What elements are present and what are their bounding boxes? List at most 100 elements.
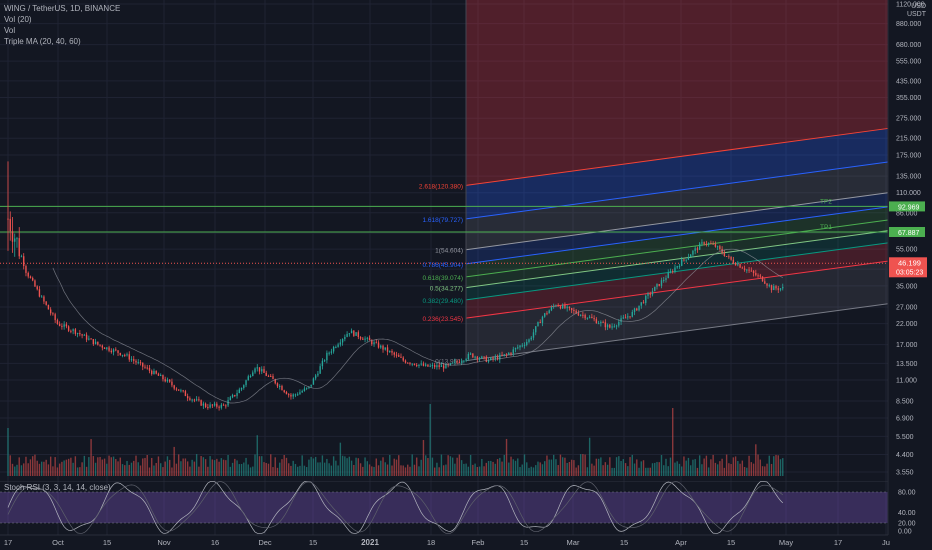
- volume-bar: [258, 456, 261, 476]
- volume-bar: [407, 464, 409, 476]
- stoch-rsi-label[interactable]: Stoch RSI (3, 3, 14, 14, close): [4, 483, 111, 492]
- volume-bar: [139, 465, 142, 476]
- candle-body: [364, 338, 366, 340]
- time-axis-label: 15: [620, 538, 628, 547]
- volume-bar: [755, 444, 757, 476]
- volume-bar: [577, 465, 580, 476]
- volume-bar: [256, 435, 258, 476]
- pane-separator: [0, 481, 888, 482]
- volume-bar: [631, 454, 633, 476]
- volume-bar: [600, 457, 602, 476]
- volume-bar: [213, 460, 216, 476]
- candle-body: [728, 256, 730, 258]
- volume-bar: [357, 458, 360, 476]
- candle-body: [631, 311, 633, 317]
- volume-bar: [416, 457, 418, 476]
- symbol-title[interactable]: WING / TetherUS, 1D, BINANCE: [4, 4, 121, 13]
- candle-body: [144, 366, 146, 368]
- fib-band: [466, 206, 888, 277]
- volume-bar: [92, 456, 95, 476]
- volume-bar: [478, 466, 481, 476]
- candle-body: [633, 308, 636, 312]
- candle-body: [319, 366, 321, 374]
- currency-usd: USD: [911, 3, 926, 10]
- candle-body: [440, 365, 443, 367]
- volume-bar: [14, 466, 16, 476]
- candle-body: [685, 259, 687, 261]
- candle-body: [510, 352, 512, 354]
- volume-bar: [254, 454, 256, 476]
- volume-bar: [359, 463, 362, 476]
- candle-body: [658, 284, 660, 286]
- volume-bar: [216, 458, 218, 476]
- volume-bar: [189, 466, 191, 476]
- candle-body: [344, 336, 346, 340]
- volume-bar: [476, 467, 479, 476]
- volume-bar: [225, 460, 227, 476]
- candle-body: [29, 276, 32, 279]
- volume-bar: [377, 465, 380, 476]
- volume-bar: [658, 462, 660, 476]
- volume-bar: [725, 454, 728, 476]
- candle-body: [705, 243, 708, 245]
- currency-label[interactable]: USD USDT: [907, 3, 926, 19]
- candle-body: [656, 284, 658, 287]
- volume-bar: [382, 457, 384, 476]
- candle-body: [261, 369, 263, 372]
- candle-body: [128, 354, 130, 360]
- volume-bar: [193, 461, 196, 476]
- volume-bar: [775, 454, 777, 476]
- volume-bar: [364, 457, 366, 476]
- volume-bar: [72, 462, 74, 476]
- volume-bar: [629, 457, 631, 476]
- volume-bar: [11, 463, 14, 476]
- fib-label: 0.618(39.074): [423, 275, 463, 282]
- candle-body: [503, 354, 505, 356]
- volume-bar: [112, 456, 115, 476]
- candle-body: [602, 321, 604, 323]
- volume-bar: [43, 461, 45, 476]
- candle-body: [65, 324, 68, 327]
- fib-label: 0(13.951): [435, 359, 463, 366]
- candle-body: [258, 367, 261, 372]
- volume-bar: [447, 455, 449, 476]
- candle-body: [674, 267, 676, 272]
- volume-bar: [58, 463, 61, 476]
- candle-body: [213, 403, 216, 406]
- candle-body: [56, 320, 59, 324]
- volume-bar: [328, 463, 330, 476]
- candle-body: [451, 362, 454, 364]
- candle-body: [189, 398, 191, 400]
- volume-bar: [449, 456, 452, 476]
- volume-bar: [344, 456, 346, 476]
- volume-bar: [16, 464, 18, 476]
- volume-bar: [467, 466, 470, 476]
- volume-bar: [222, 459, 225, 476]
- volume-bar: [611, 467, 613, 476]
- candle-body: [734, 263, 737, 266]
- volume-bar: [341, 455, 344, 476]
- volume-bar: [456, 457, 458, 476]
- candle-body: [377, 342, 380, 348]
- candle-body: [79, 333, 81, 335]
- candle-body: [279, 385, 281, 387]
- price-axis-label: 22.000: [896, 321, 918, 328]
- candle-body: [85, 334, 88, 340]
- candle-body: [371, 340, 373, 345]
- volume-bar: [676, 461, 678, 476]
- volume-bar: [294, 463, 297, 476]
- volume-bar: [566, 462, 568, 476]
- volume-bar: [236, 460, 238, 476]
- volume-bar: [663, 465, 665, 476]
- volume-indicator-label[interactable]: Vol (20): [4, 15, 32, 24]
- volume-label[interactable]: Vol: [4, 26, 16, 35]
- triple-ma-label[interactable]: Triple MA (20, 40, 60): [4, 37, 81, 46]
- candle-body: [407, 362, 409, 364]
- volume-bar: [162, 467, 164, 476]
- candle-body: [25, 266, 27, 273]
- volume-bar: [483, 466, 485, 476]
- candle-body: [741, 267, 744, 269]
- candle-body: [416, 365, 418, 367]
- candle-body: [517, 347, 519, 349]
